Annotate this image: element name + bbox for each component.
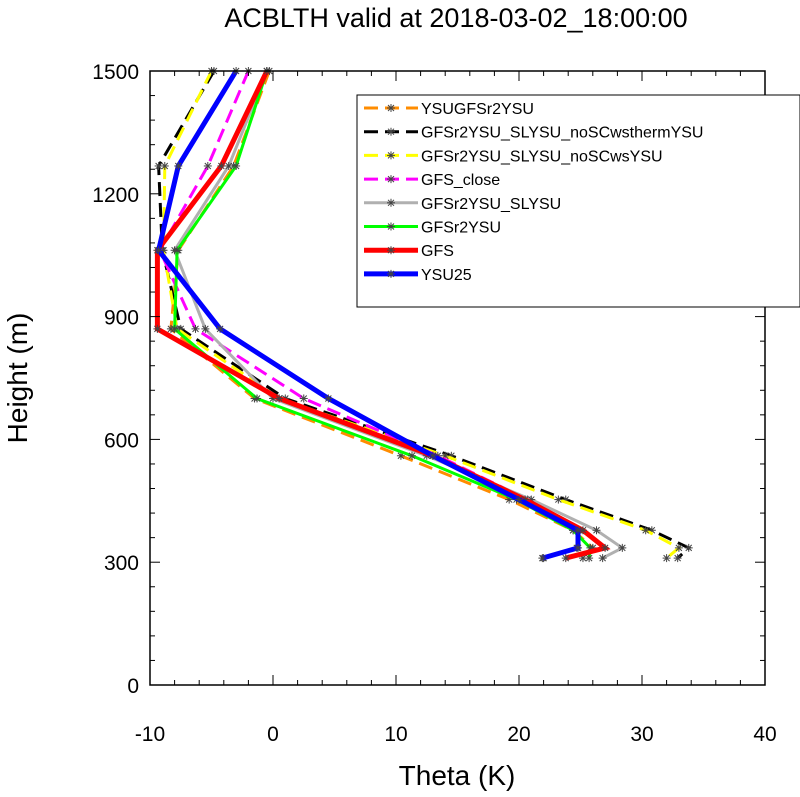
- data-point-marker: [173, 246, 181, 254]
- y-tick-label: 900: [104, 307, 139, 330]
- legend: YSUGFSr2YSU GFSr2YSU_SLYSU_noSCwsthermYSU…: [356, 94, 800, 308]
- data-point-marker: [574, 544, 582, 552]
- legend-item: GFSr2YSU_SLYSU_noSCwsthermYSU: [364, 125, 703, 142]
- x-tick-label: 10: [384, 723, 407, 746]
- x-tick-label: 0: [267, 723, 279, 746]
- legend-item: GFS: [364, 243, 454, 260]
- data-point-marker: [154, 325, 161, 333]
- legend-label: GFS: [421, 243, 454, 260]
- legend-label: GFSr2YSU_SLYSU_noSCwsthermYSU: [421, 125, 703, 142]
- series-line: [161, 70, 682, 560]
- x-tick-label: 30: [630, 723, 653, 746]
- data-point-marker: [562, 554, 570, 562]
- series-line: [173, 70, 592, 559]
- legend-label: YSU25: [421, 267, 472, 284]
- data-point-marker: [579, 526, 587, 534]
- legend-label: GFSr2YSU_SLYSU: [421, 196, 561, 213]
- y-axis-label: Height (m): [2, 313, 33, 444]
- series-line: [155, 69, 581, 561]
- data-point-marker: [675, 544, 683, 552]
- data-point-marker: [155, 162, 162, 170]
- legend-item: GFS_close: [364, 172, 500, 189]
- data-point-marker: [216, 325, 224, 333]
- data-point-marker: [593, 526, 600, 534]
- data-point-marker: [232, 162, 240, 170]
- y-tick-label: 1200: [92, 184, 139, 207]
- data-point-marker: [663, 554, 670, 562]
- series-ysu25: [154, 67, 583, 563]
- legend-label: YSUGFSr2YSU: [421, 101, 534, 118]
- data-point-marker: [171, 325, 178, 333]
- data-point-marker: [204, 162, 212, 170]
- legend-item: YSU25: [364, 267, 472, 284]
- plot-frame: [149, 70, 766, 686]
- data-point-marker: [642, 526, 650, 534]
- x-tick-label: 20: [507, 723, 530, 746]
- y-tick-label: 0: [127, 675, 139, 698]
- data-point-marker: [387, 152, 395, 159]
- data-point-marker: [599, 554, 606, 562]
- data-point-marker: [201, 325, 209, 333]
- legend-item: GFSr2YSU: [364, 220, 501, 237]
- data-point-marker: [601, 544, 609, 552]
- data-point-marker: [387, 246, 395, 254]
- data-point-marker: [387, 223, 395, 230]
- series-line: [154, 69, 611, 561]
- data-point-marker: [685, 544, 693, 552]
- y-tick-label: 1500: [92, 61, 139, 84]
- series-gfsr2ysu: [170, 67, 595, 563]
- data-point-marker: [585, 554, 593, 562]
- data-point-marker: [441, 452, 449, 460]
- y-tick-label: 300: [104, 552, 139, 575]
- legend-item: YSUGFSr2YSU: [364, 101, 534, 118]
- data-point-marker: [155, 246, 162, 254]
- y-tick-label: 600: [104, 429, 139, 452]
- data-point-marker: [387, 270, 395, 278]
- legend-box: [356, 94, 800, 308]
- data-point-marker: [408, 452, 416, 460]
- data-point-marker: [574, 526, 582, 534]
- plot-series: [153, 67, 693, 563]
- legend-item: GFSr2YSU_SLYSU: [364, 196, 561, 213]
- data-point-marker: [387, 128, 395, 136]
- legend-label: GFS_close: [421, 172, 500, 189]
- data-point-marker: [555, 496, 562, 503]
- data-point-marker: [324, 395, 332, 402]
- x-tick-label: -10: [135, 723, 165, 746]
- data-point-marker: [174, 162, 182, 170]
- data-point-marker: [192, 325, 199, 333]
- legend-item: GFSr2YSU_SLYSU_noSCwsYSU: [364, 148, 663, 165]
- data-point-marker: [429, 452, 437, 460]
- data-point-marker: [618, 544, 626, 552]
- data-point-marker: [387, 199, 395, 207]
- data-point-marker: [275, 395, 283, 402]
- axis-tick-labels: -10 0 10 20 30 40 0 300 600 900 1200 1500: [92, 61, 776, 746]
- x-tick-label: 40: [753, 723, 776, 746]
- data-point-marker: [674, 554, 682, 562]
- series-line: [158, 70, 581, 560]
- data-point-marker: [387, 175, 395, 183]
- data-point-marker: [161, 162, 169, 170]
- legend-label: GFSr2YSU: [421, 220, 501, 237]
- data-point-marker: [225, 162, 233, 170]
- data-point-marker: [300, 395, 308, 402]
- legend-label: GFSr2YSU_SLYSU_noSCwsYSU: [421, 148, 663, 165]
- data-point-marker: [539, 554, 546, 562]
- data-point-marker: [253, 395, 261, 402]
- data-point-marker: [579, 554, 587, 562]
- data-point-marker: [217, 162, 225, 170]
- data-point-marker: [515, 496, 523, 503]
- chart-title: ACBLTH valid at 2018-03-02_18:00:00: [224, 3, 687, 33]
- x-axis-label: Theta (K): [399, 760, 516, 791]
- data-point-marker: [387, 104, 395, 112]
